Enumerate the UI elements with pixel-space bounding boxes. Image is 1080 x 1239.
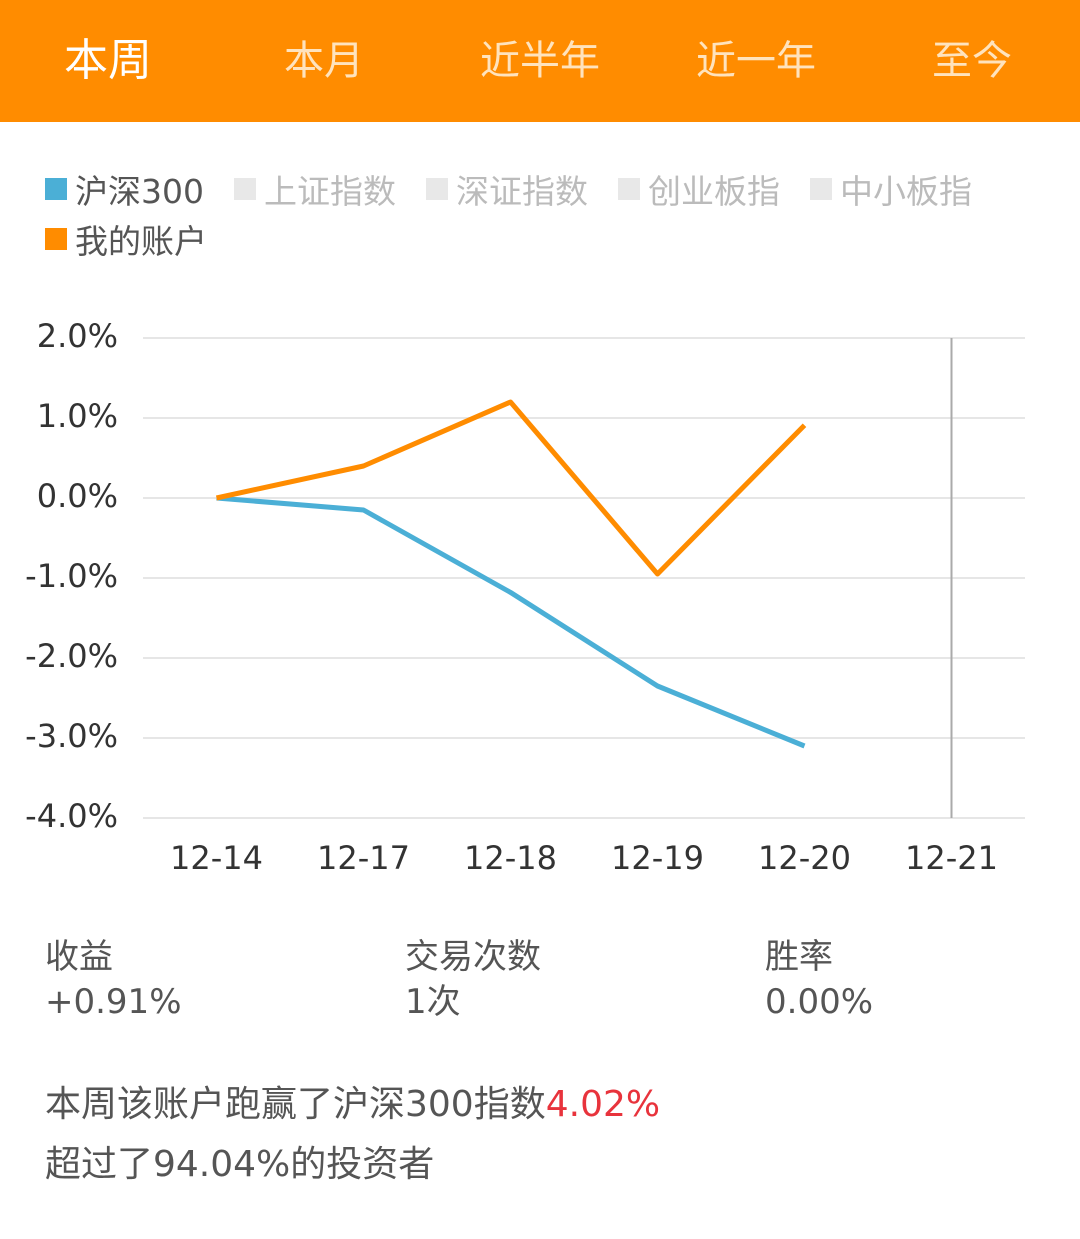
stat: 收益 +0.91% <box>45 935 182 1025</box>
stat: 胜率 0.00% <box>765 935 873 1025</box>
legend-label: 中小板指 <box>840 172 972 211</box>
x-tick-label: 12-14 <box>170 839 263 877</box>
y-tick-label: -4.0% <box>25 797 118 835</box>
tab-bar: 本周 本月 近半年 近一年 至今 <box>0 0 1080 122</box>
y-tick-label: -1.0% <box>25 557 118 595</box>
summary-highlight: 4.02% <box>545 1084 661 1125</box>
tab[interactable]: 至今 <box>932 38 1012 84</box>
series-line <box>215 399 807 577</box>
legend-swatch <box>234 178 256 200</box>
y-tick-label: 1.0% <box>37 397 118 435</box>
tab[interactable]: 近半年 <box>480 38 600 84</box>
chart: 2.0% 1.0% 0.0% -1.0% -2.0% -3.0% -4.0% 12-14 12-… <box>25 317 1025 877</box>
x-tick-label: 12-21 <box>905 839 998 877</box>
series-line <box>216 495 806 749</box>
stat-label: 交易次数 <box>405 937 541 977</box>
y-tick-label: -2.0% <box>25 637 118 675</box>
legend-label: 上证指数 <box>264 172 396 211</box>
y-tick-label: 0.0% <box>37 477 118 515</box>
stat: 交易次数 1次 <box>405 935 541 1025</box>
x-tick-label: 12-18 <box>464 839 557 877</box>
tab[interactable]: 本月 <box>284 38 364 84</box>
legend-label: 我的账户 <box>75 222 207 261</box>
tab[interactable]: 近一年 <box>696 38 816 84</box>
legend-item[interactable]: 我的账户 <box>45 216 207 262</box>
tab[interactable]: 本周 <box>64 35 152 86</box>
stat-value: +0.91% <box>45 982 182 1022</box>
summary-text: 本周该账户跑赢了沪深300指数 <box>45 1084 546 1125</box>
legend-label: 沪深300 <box>75 172 204 211</box>
legend-item[interactable]: 中小板指 <box>810 166 972 212</box>
legend: 沪深300 上证指数 深证指数 创业板指 中小板指我的账户 <box>45 166 1055 262</box>
stat-value: 1次 <box>405 982 461 1022</box>
x-tick-label: 12-19 <box>611 839 704 877</box>
legend-label: 创业板指 <box>648 172 780 211</box>
legend-item[interactable]: 沪深300 <box>45 166 204 212</box>
legend-item[interactable]: 上证指数 <box>234 166 396 212</box>
legend-label: 深证指数 <box>456 172 588 211</box>
y-tick-label: 2.0% <box>37 317 118 355</box>
summary-line: 本周该账户跑赢了沪深300指数4.02% <box>45 1075 660 1135</box>
stat-label: 收益 <box>45 937 113 977</box>
legend-swatch <box>426 178 448 200</box>
legend-swatch <box>45 178 67 200</box>
x-tick-label: 12-20 <box>758 839 851 877</box>
summary-line: 超过了94.04%的投资者 <box>45 1144 435 1185</box>
legend-item[interactable]: 深证指数 <box>426 166 588 212</box>
stat-value: 0.00% <box>765 982 874 1022</box>
x-tick-label: 12-17 <box>317 839 410 877</box>
y-tick-label: -3.0% <box>25 717 118 755</box>
legend-swatch <box>45 228 67 250</box>
legend-swatch <box>618 178 640 200</box>
stat-label: 胜率 <box>765 937 833 977</box>
legend-item[interactable]: 创业板指 <box>618 166 780 212</box>
legend-swatch <box>810 178 832 200</box>
summary: 本周该账户跑赢了沪深300指数4.02% 超过了94.04%的投资者 <box>45 1075 660 1195</box>
